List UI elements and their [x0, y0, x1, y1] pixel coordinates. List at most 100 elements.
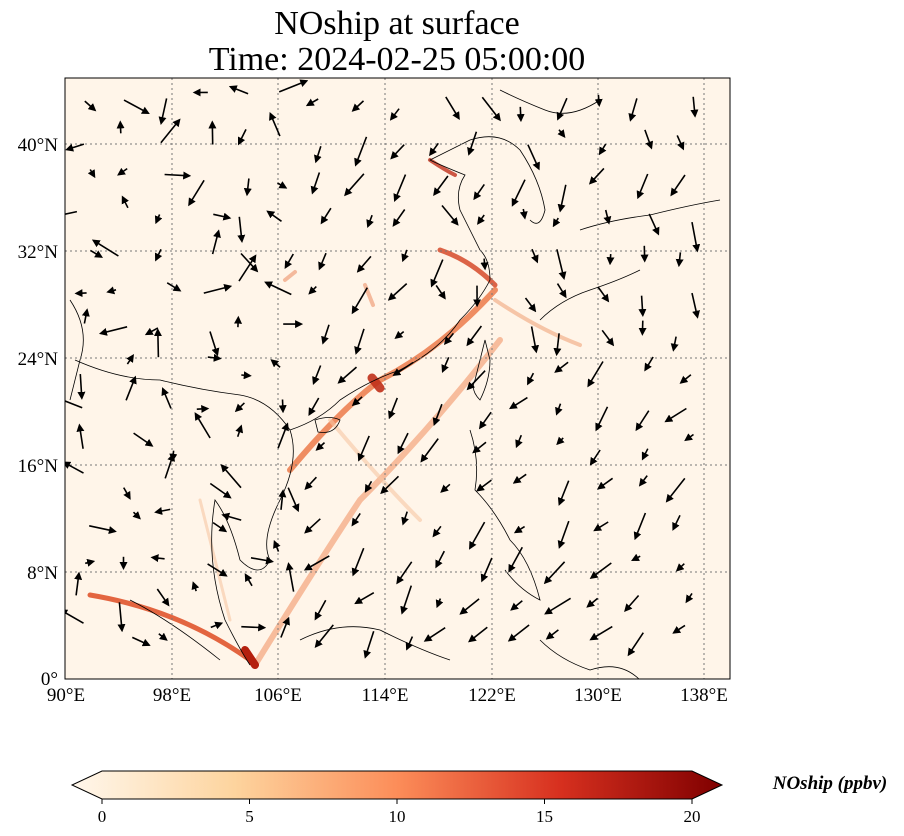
wind-arrow — [308, 286, 317, 295]
wind-arrow — [557, 520, 570, 549]
wind-arrow — [468, 626, 488, 643]
wind-arrow — [314, 599, 327, 621]
wind-arrow — [429, 142, 439, 157]
wind-arrow — [672, 624, 686, 634]
wind-arrow — [624, 594, 640, 613]
wind-arrow — [435, 284, 446, 300]
lat-tick-labels: 0° 8°N 16°N 24°N 32°N 40°N — [18, 135, 59, 690]
wind-arrow — [65, 461, 84, 474]
wind-arrow — [314, 624, 334, 648]
wind-arrow — [393, 174, 407, 203]
wind-arrow — [392, 361, 414, 376]
wind-arrow — [476, 479, 492, 492]
wind-arrow — [154, 214, 163, 225]
wind-arrow — [510, 600, 523, 611]
wind-arrow — [589, 625, 613, 641]
wind-arrow — [543, 561, 566, 585]
lat-tick-label: 0° — [41, 669, 58, 690]
wind-arrow — [278, 79, 309, 93]
wind-arrow — [209, 482, 232, 499]
wind-arrow — [287, 487, 300, 513]
wind-arrow — [354, 328, 365, 355]
wind-arrow — [150, 554, 165, 563]
wind-arrow — [188, 179, 205, 207]
wind-arrow — [676, 135, 685, 151]
wind-arrow — [603, 209, 612, 225]
wind-arrow — [213, 212, 232, 221]
wind-arrow — [513, 525, 526, 534]
wind-arrow — [432, 403, 443, 426]
wind-arrow — [91, 239, 119, 257]
wind-arrow — [473, 183, 485, 201]
wind-arrow — [131, 636, 151, 647]
wind-arrow — [156, 588, 170, 607]
wind-arrow — [154, 507, 171, 515]
wind-arrow — [691, 292, 700, 319]
wind-arrow — [509, 396, 528, 410]
wind-arrow — [313, 145, 322, 164]
wind-arrow — [512, 473, 527, 484]
wind-arrow — [337, 366, 358, 384]
colorbar-ticks — [101, 799, 693, 804]
wind-arrow — [123, 99, 150, 115]
wind-arrow — [87, 169, 96, 179]
wind-arrow — [209, 331, 220, 357]
wind-arrow — [638, 475, 648, 487]
wind-arrow — [554, 361, 569, 373]
wind-arrow — [443, 332, 455, 346]
wind-arrow — [211, 229, 221, 255]
wind-arrow — [508, 546, 524, 573]
wind-arrow — [344, 173, 365, 197]
wind-arrow — [234, 402, 245, 413]
wind-arrow — [598, 143, 607, 156]
wind-arrow — [690, 96, 699, 118]
wind-arrow — [401, 249, 409, 263]
wind-arrow — [596, 477, 614, 490]
wind-arrow — [433, 175, 449, 197]
wind-arrow — [357, 435, 370, 462]
wind-arrow — [207, 353, 222, 362]
wind-arrow — [308, 397, 320, 417]
wind-arrow — [530, 326, 540, 354]
emission-plumes — [87, 158, 582, 669]
wind-arrow — [531, 248, 539, 264]
wind-arrow — [405, 636, 414, 651]
wind-arrow — [235, 424, 244, 438]
wind-arrow — [675, 252, 684, 268]
wind-arrow — [318, 252, 327, 271]
wind-arrow — [388, 397, 399, 420]
lon-tick-label: 130°E — [574, 685, 622, 706]
wind-arrow — [121, 195, 129, 209]
wind-arrow — [601, 329, 615, 347]
wind-arrow — [593, 521, 609, 532]
wind-arrow — [469, 521, 486, 550]
wind-arrow — [420, 438, 439, 463]
wind-arrow — [627, 632, 644, 657]
wind-arrow — [544, 597, 572, 615]
wind-arrow — [84, 100, 97, 112]
wind-arrow — [556, 436, 565, 446]
wind-arrow — [557, 480, 570, 506]
wind-arrow — [459, 598, 480, 615]
wind-arrow — [557, 129, 566, 138]
wind-arrow — [264, 281, 292, 296]
wind-arrow — [356, 255, 372, 273]
wind-arrow — [117, 167, 128, 176]
wind-arrow — [238, 254, 257, 282]
wind-arrow — [351, 287, 368, 315]
wind-arrow — [65, 143, 85, 152]
wind-arrow — [266, 210, 282, 222]
wind-arrow — [636, 173, 649, 200]
wind-arrow — [440, 483, 451, 493]
wind-arrow — [277, 422, 289, 449]
wind-arrow — [390, 144, 405, 160]
wind-arrow — [527, 144, 540, 171]
wind-arrow — [106, 286, 117, 295]
wind-arrow — [432, 525, 442, 538]
wind-arrow — [670, 336, 679, 352]
wind-arrow — [392, 209, 406, 227]
wind-arrow — [472, 441, 487, 454]
wind-arrow — [480, 557, 493, 583]
wind-arrow — [65, 609, 84, 624]
